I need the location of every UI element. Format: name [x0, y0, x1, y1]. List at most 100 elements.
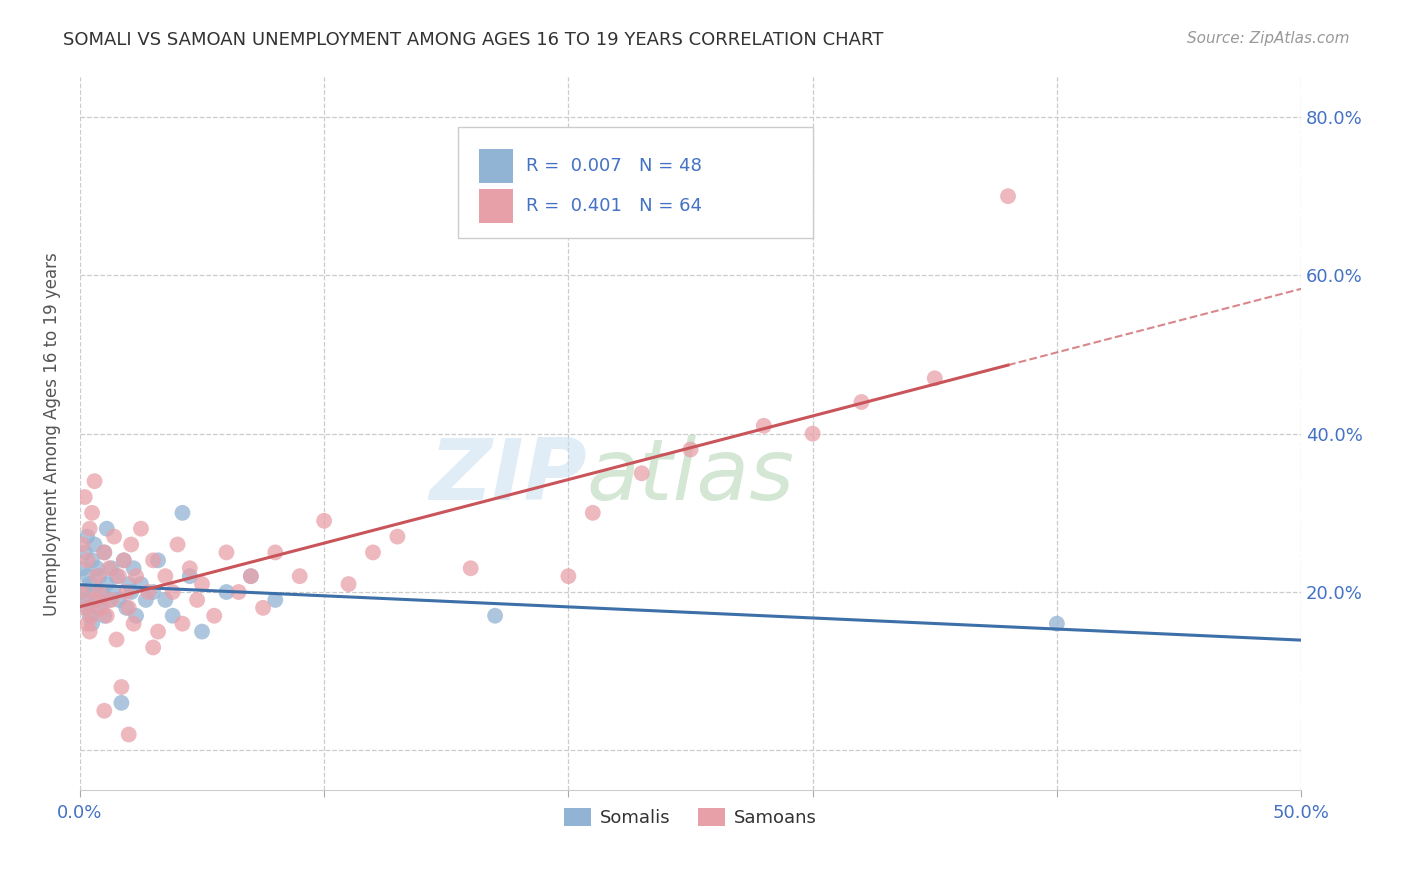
Point [72, 561, 94, 575]
Point [135, 593, 157, 607]
Text: atlas: atlas [586, 435, 794, 518]
Point [93, 545, 115, 559]
Point [98, 593, 121, 607]
Point [80, 553, 103, 567]
Point [924, 371, 946, 385]
Point [288, 569, 311, 583]
Point [72, 537, 94, 551]
Point [89, 569, 111, 583]
Point [186, 593, 208, 607]
Point [557, 569, 579, 583]
Point [90, 600, 112, 615]
Point [80, 506, 103, 520]
Point [93, 704, 115, 718]
Point [120, 585, 142, 599]
Point [79, 608, 101, 623]
Point [79, 577, 101, 591]
Point [110, 696, 132, 710]
Point [172, 506, 194, 520]
Point [105, 569, 128, 583]
Point [228, 585, 250, 599]
Point [79, 522, 101, 536]
Point [136, 585, 159, 599]
Point [96, 577, 118, 591]
Point [264, 545, 287, 559]
Point [105, 632, 128, 647]
Point [76, 530, 98, 544]
Point [108, 569, 131, 583]
Point [93, 608, 115, 623]
Point [90, 585, 112, 599]
Point [162, 585, 184, 599]
Point [997, 189, 1019, 203]
Point [252, 600, 274, 615]
Point [103, 530, 125, 544]
Point [155, 593, 177, 607]
Point [112, 553, 135, 567]
Point [264, 593, 287, 607]
Point [630, 467, 652, 481]
Point [582, 506, 605, 520]
Point [86, 569, 108, 583]
Point [166, 537, 188, 551]
Point [191, 577, 214, 591]
Point [191, 624, 214, 639]
Point [120, 537, 142, 551]
Point [851, 395, 873, 409]
Point [76, 553, 98, 567]
Point [96, 522, 118, 536]
Point [72, 585, 94, 599]
Point [73, 490, 96, 504]
Point [100, 593, 122, 607]
FancyBboxPatch shape [479, 149, 513, 183]
Point [125, 608, 148, 623]
Point [387, 530, 409, 544]
Point [100, 561, 122, 575]
Point [801, 426, 824, 441]
Point [215, 545, 238, 559]
Legend: Somalis, Samoans: Somalis, Samoans [557, 800, 824, 834]
Point [76, 616, 98, 631]
Point [129, 522, 152, 536]
Point [361, 545, 384, 559]
Point [172, 616, 194, 631]
Point [679, 442, 702, 457]
Point [239, 569, 262, 583]
Point [76, 569, 98, 583]
Point [115, 585, 138, 599]
Point [752, 418, 775, 433]
Point [76, 600, 98, 615]
Point [1046, 616, 1069, 631]
Point [179, 569, 201, 583]
Point [118, 727, 141, 741]
Point [73, 593, 96, 607]
Point [89, 600, 111, 615]
Point [179, 561, 201, 575]
Point [146, 624, 169, 639]
FancyBboxPatch shape [458, 128, 813, 238]
Text: Source: ZipAtlas.com: Source: ZipAtlas.com [1187, 31, 1350, 46]
Point [73, 600, 96, 615]
Text: ZIP: ZIP [429, 435, 586, 518]
Point [89, 585, 111, 599]
Point [122, 616, 145, 631]
Point [142, 640, 165, 655]
Point [80, 608, 103, 623]
Point [125, 569, 148, 583]
Point [80, 616, 103, 631]
Point [460, 561, 482, 575]
Point [96, 608, 118, 623]
Point [79, 624, 101, 639]
Point [314, 514, 336, 528]
Point [98, 561, 121, 575]
Point [215, 585, 238, 599]
Point [73, 545, 96, 559]
Y-axis label: Unemployment Among Ages 16 to 19 years: Unemployment Among Ages 16 to 19 years [44, 252, 60, 615]
Text: SOMALI VS SAMOAN UNEMPLOYMENT AMONG AGES 16 TO 19 YEARS CORRELATION CHART: SOMALI VS SAMOAN UNEMPLOYMENT AMONG AGES… [63, 31, 883, 49]
Point [83, 537, 105, 551]
Point [83, 593, 105, 607]
Point [103, 585, 125, 599]
FancyBboxPatch shape [479, 189, 513, 224]
Point [86, 593, 108, 607]
Point [142, 585, 165, 599]
